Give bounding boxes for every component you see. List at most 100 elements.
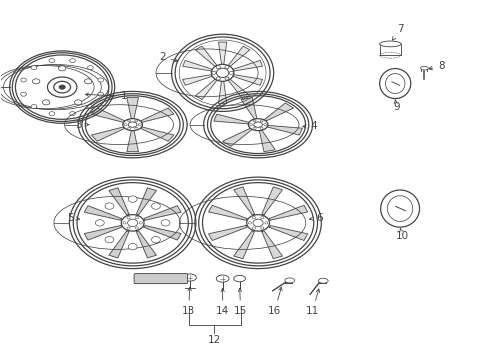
Ellipse shape [252, 227, 255, 229]
Ellipse shape [224, 77, 228, 80]
Ellipse shape [20, 78, 26, 82]
Ellipse shape [59, 66, 66, 71]
Polygon shape [259, 130, 275, 152]
Ellipse shape [248, 119, 267, 131]
Ellipse shape [233, 275, 245, 282]
Ellipse shape [128, 122, 137, 127]
Text: 9: 9 [392, 99, 399, 112]
Ellipse shape [380, 190, 419, 227]
Polygon shape [195, 46, 217, 67]
Ellipse shape [127, 120, 130, 122]
Ellipse shape [127, 227, 130, 229]
Ellipse shape [69, 59, 75, 63]
Ellipse shape [151, 203, 160, 209]
Ellipse shape [84, 79, 92, 84]
Polygon shape [213, 114, 248, 124]
Ellipse shape [128, 196, 137, 202]
Ellipse shape [253, 219, 263, 226]
Polygon shape [109, 231, 129, 258]
Polygon shape [84, 206, 121, 220]
Ellipse shape [69, 112, 75, 116]
Polygon shape [208, 226, 246, 240]
Polygon shape [136, 231, 156, 258]
Polygon shape [91, 127, 124, 141]
Ellipse shape [121, 215, 144, 231]
Polygon shape [136, 188, 156, 215]
Ellipse shape [216, 68, 228, 77]
Ellipse shape [33, 79, 40, 84]
Polygon shape [126, 98, 138, 119]
Polygon shape [233, 187, 254, 215]
Ellipse shape [216, 77, 220, 80]
Polygon shape [261, 231, 282, 259]
Ellipse shape [98, 78, 103, 82]
Ellipse shape [252, 127, 256, 129]
Ellipse shape [249, 124, 252, 126]
Ellipse shape [183, 274, 196, 281]
Ellipse shape [216, 66, 220, 69]
Ellipse shape [260, 227, 263, 229]
Polygon shape [109, 188, 129, 215]
Ellipse shape [211, 71, 216, 75]
Polygon shape [84, 226, 121, 240]
Polygon shape [183, 60, 212, 71]
Ellipse shape [127, 217, 130, 219]
Ellipse shape [224, 66, 228, 69]
Text: 8: 8 [428, 61, 444, 71]
Ellipse shape [105, 203, 114, 209]
Ellipse shape [252, 120, 256, 122]
Ellipse shape [134, 127, 138, 129]
Ellipse shape [379, 68, 410, 99]
Ellipse shape [59, 85, 65, 89]
Polygon shape [126, 131, 138, 152]
Ellipse shape [87, 66, 93, 70]
Ellipse shape [318, 278, 327, 283]
Ellipse shape [42, 100, 50, 105]
Ellipse shape [49, 59, 55, 63]
Ellipse shape [95, 220, 104, 226]
Ellipse shape [139, 222, 142, 224]
Polygon shape [208, 205, 246, 220]
Ellipse shape [127, 127, 130, 129]
Polygon shape [232, 75, 262, 85]
Ellipse shape [105, 237, 114, 243]
Text: 15: 15 [233, 288, 247, 316]
Ellipse shape [216, 275, 228, 282]
Ellipse shape [49, 112, 55, 116]
Polygon shape [241, 98, 256, 119]
Text: 10: 10 [395, 228, 408, 241]
Ellipse shape [122, 119, 142, 131]
Ellipse shape [135, 217, 138, 219]
Ellipse shape [124, 124, 127, 126]
Text: 16: 16 [267, 287, 282, 316]
Text: 14: 14 [216, 288, 229, 316]
Text: 7: 7 [392, 24, 403, 40]
Polygon shape [195, 79, 217, 99]
Text: 2: 2 [159, 52, 177, 62]
Polygon shape [140, 108, 174, 122]
Ellipse shape [31, 66, 37, 70]
Text: 4: 4 [302, 121, 316, 131]
Polygon shape [269, 226, 307, 240]
Polygon shape [264, 103, 293, 121]
Ellipse shape [134, 120, 138, 122]
Polygon shape [266, 125, 302, 135]
Ellipse shape [138, 124, 141, 126]
Polygon shape [269, 205, 307, 220]
Polygon shape [233, 231, 254, 259]
Ellipse shape [98, 92, 103, 96]
Ellipse shape [128, 243, 137, 250]
Ellipse shape [379, 41, 400, 47]
Polygon shape [140, 127, 174, 141]
Text: 1: 1 [85, 91, 127, 101]
Ellipse shape [260, 127, 263, 129]
Text: 11: 11 [305, 289, 319, 316]
Ellipse shape [161, 220, 170, 226]
Ellipse shape [87, 104, 93, 108]
Polygon shape [222, 128, 252, 146]
Text: 5: 5 [66, 212, 79, 222]
Ellipse shape [20, 92, 26, 96]
Ellipse shape [264, 222, 267, 224]
Ellipse shape [127, 219, 138, 226]
Ellipse shape [229, 71, 233, 75]
